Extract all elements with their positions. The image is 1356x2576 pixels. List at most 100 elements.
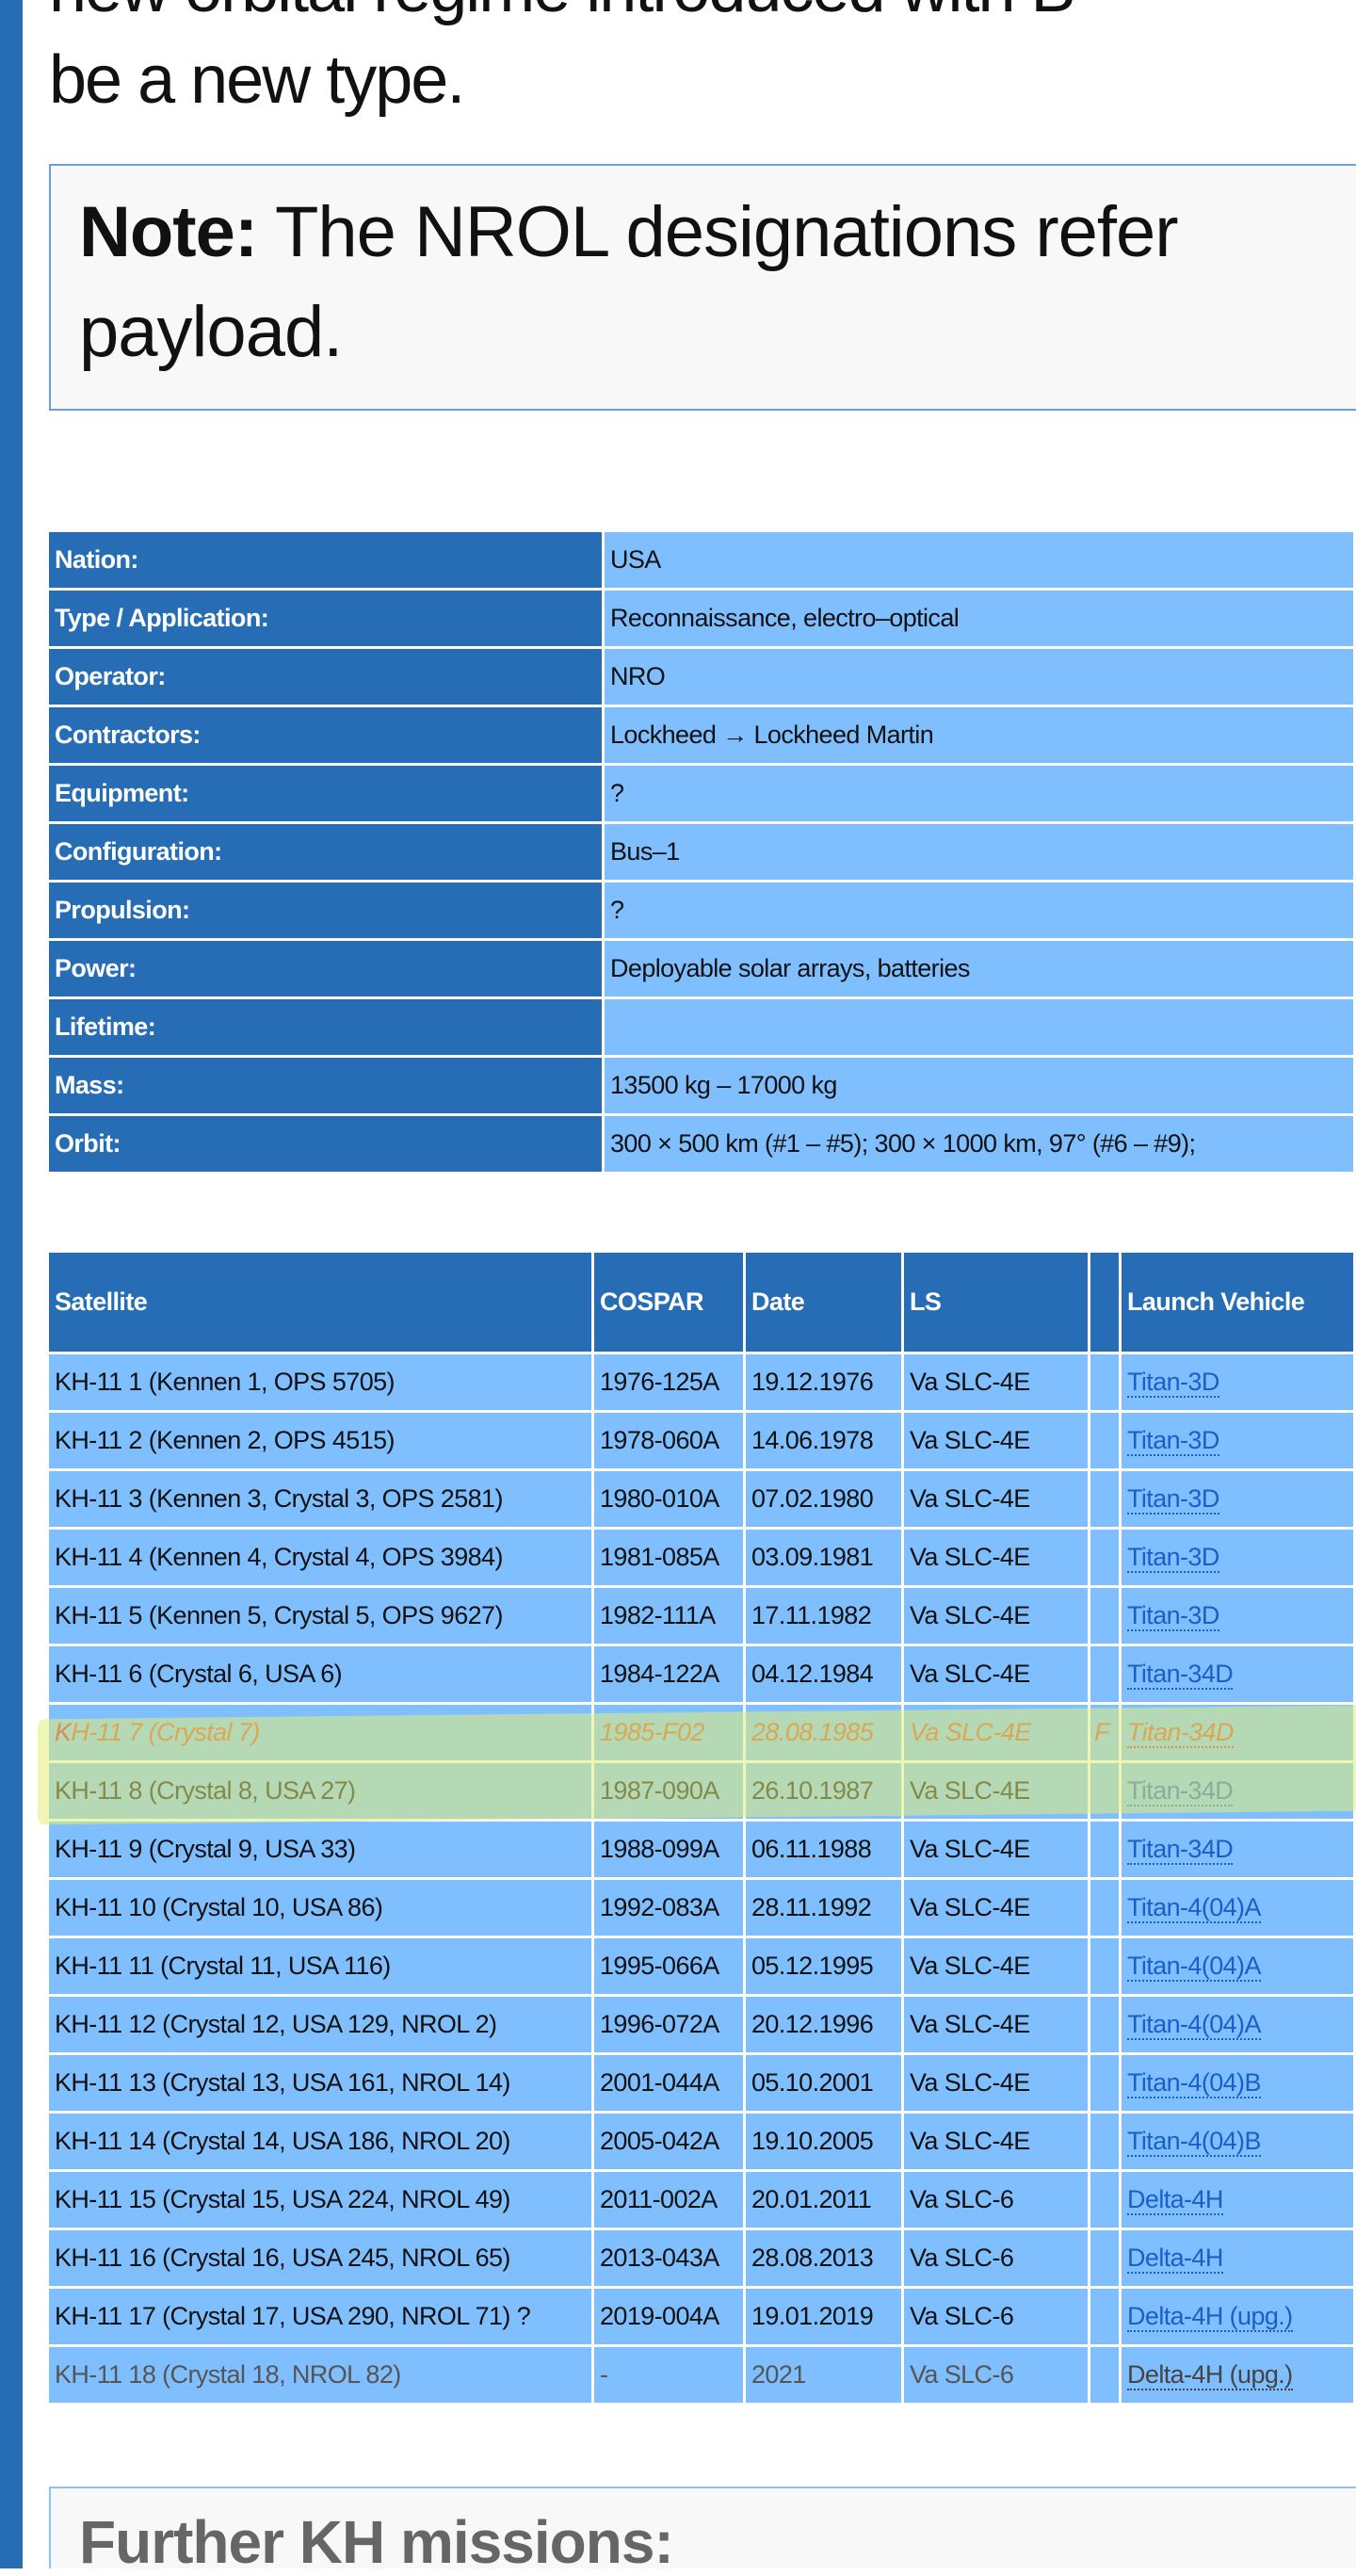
cell-f bbox=[1090, 2055, 1119, 2111]
spec-label: Equipment: bbox=[49, 766, 602, 821]
note-box: Note: The NROL designations refer payloa… bbox=[49, 164, 1356, 411]
cell-date: 20.12.1996 bbox=[746, 1997, 901, 2052]
cell-satellite: KH-11 8 (Crystal 8, USA 27) bbox=[49, 1763, 591, 1819]
cell-satellite: KH-11 1 (Kennen 1, OPS 5705) bbox=[49, 1354, 591, 1410]
cell-date: 19.10.2005 bbox=[746, 2114, 901, 2169]
cell-lv: Titan-34D bbox=[1122, 1822, 1353, 1877]
launch-vehicle-link[interactable]: Titan-3D bbox=[1127, 1601, 1219, 1631]
cell-cospar: 2011-002A bbox=[594, 2172, 743, 2228]
cell-lv: Titan-34D bbox=[1122, 1646, 1353, 1702]
cell-lv: Titan-3D bbox=[1122, 1588, 1353, 1644]
launch-vehicle-link[interactable]: Titan-34D bbox=[1127, 1776, 1234, 1806]
spec-label: Orbit: bbox=[49, 1116, 602, 1172]
table-row: KH-11 11 (Crystal 11, USA 116) 1995-066A 0… bbox=[49, 1938, 1353, 1994]
cell-ls: Va SLC-6 bbox=[904, 2230, 1088, 2286]
cell-ls: Va SLC-4E bbox=[904, 1646, 1088, 1702]
cell-cospar: 1995-066A bbox=[594, 1938, 743, 1994]
cell-lv: Titan-4(04)B bbox=[1122, 2114, 1353, 2169]
cell-ls: Va SLC-4E bbox=[904, 1938, 1088, 1994]
cell-f bbox=[1090, 1822, 1119, 1877]
cell-date: 19.12.1976 bbox=[746, 1354, 901, 1410]
launch-vehicle-link[interactable]: Delta-4H bbox=[1127, 2244, 1223, 2274]
header-launch-site: LS bbox=[904, 1253, 1088, 1352]
cell-f bbox=[1090, 1997, 1119, 2052]
spec-row: Power: Deployable solar arrays, batteries bbox=[49, 941, 1353, 996]
table-row: KH-11 18 (Crystal 18, NROL 82) -2021 Va SL… bbox=[49, 2347, 1353, 2403]
launch-vehicle-link[interactable]: Titan-34D bbox=[1127, 1660, 1234, 1690]
spec-label: Type / Application: bbox=[49, 591, 602, 646]
launch-vehicle-link[interactable]: Titan-4(04)B bbox=[1127, 2068, 1261, 2098]
cell-ls: Va SLC-6 bbox=[904, 2347, 1088, 2403]
cell-satellite: KH-11 6 (Crystal 6, USA 6) bbox=[49, 1646, 591, 1702]
cell-satellite: KH-11 5 (Kennen 5, Crystal 5, OPS 9627) bbox=[49, 1588, 591, 1644]
spec-value: Bus–1 bbox=[605, 824, 1353, 880]
spec-row: Contractors: Lockheed → Lockheed Martin bbox=[49, 707, 1353, 763]
cell-f bbox=[1090, 2230, 1119, 2286]
cell-lv: Delta-4H bbox=[1122, 2172, 1353, 2228]
cell-ls: Va SLC-4E bbox=[904, 1705, 1088, 1760]
cell-cospar: 1978-060A bbox=[594, 1413, 743, 1468]
spec-label: Lifetime: bbox=[49, 999, 602, 1055]
launch-vehicle-link[interactable]: Titan-4(04)A bbox=[1127, 1893, 1261, 1923]
table-row: KH-11 8 (Crystal 8, USA 27) 1987-090A 26.1… bbox=[49, 1763, 1353, 1819]
cell-cospar: 2019-004A bbox=[594, 2289, 743, 2344]
cell-f bbox=[1090, 1763, 1119, 1819]
spec-label: Configuration: bbox=[49, 824, 602, 880]
spec-value: USA bbox=[605, 532, 1353, 588]
cell-satellite: KH-11 13 (Crystal 13, USA 161, NROL 14) bbox=[49, 2055, 591, 2111]
spec-label: Power: bbox=[49, 941, 602, 996]
table-row: KH-11 13 (Crystal 13, USA 161, NROL 14) 2… bbox=[49, 2055, 1353, 2111]
spec-row: Mass: 13500 kg – 17000 kg bbox=[49, 1058, 1353, 1113]
cell-satellite: KH-11 11 (Crystal 11, USA 116) bbox=[49, 1938, 591, 1994]
cell-ls: Va SLC-4E bbox=[904, 1763, 1088, 1819]
header-cospar: COSPAR bbox=[594, 1253, 743, 1352]
table-row: KH-11 17 (Crystal 17, USA 290, NROL 71) … bbox=[49, 2289, 1353, 2344]
cell-ls: Va SLC-4E bbox=[904, 1880, 1088, 1936]
cell-f bbox=[1090, 1938, 1119, 1994]
cell-ls: Va SLC-4E bbox=[904, 1822, 1088, 1877]
launch-vehicle-link[interactable]: Delta-4H bbox=[1127, 2185, 1223, 2215]
cell-f: F bbox=[1090, 1705, 1119, 1760]
launch-vehicle-link[interactable]: Titan-4(04)B bbox=[1127, 2127, 1261, 2157]
cell-satellite: KH-11 18 (Crystal 18, NROL 82) bbox=[49, 2347, 591, 2403]
launch-vehicle-link[interactable]: Titan-3D bbox=[1127, 1426, 1219, 1456]
spec-row: Nation: USA bbox=[49, 532, 1353, 588]
spec-label: Nation: bbox=[49, 532, 602, 588]
launch-vehicle-link[interactable]: Delta-4H (upg.) bbox=[1127, 2302, 1293, 2332]
cell-f bbox=[1090, 1530, 1119, 1585]
cell-satellite: KH-11 15 (Crystal 15, USA 224, NROL 49) bbox=[49, 2172, 591, 2228]
launch-vehicle-link[interactable]: Titan-3D bbox=[1127, 1484, 1219, 1515]
spec-label: Operator: bbox=[49, 649, 602, 705]
cell-satellite: KH-11 7 (Crystal 7) bbox=[49, 1705, 591, 1760]
launch-vehicle-link[interactable]: Titan-4(04)A bbox=[1127, 1952, 1261, 1982]
table-row: KH-11 5 (Kennen 5, Crystal 5, OPS 9627) 1… bbox=[49, 1588, 1353, 1644]
cell-f bbox=[1090, 2172, 1119, 2228]
cell-date: 2021 bbox=[746, 2347, 901, 2403]
cell-f bbox=[1090, 1471, 1119, 1527]
header-date: Date bbox=[746, 1253, 901, 1352]
launch-vehicle-link[interactable]: Titan-34D bbox=[1127, 1718, 1235, 1748]
spec-row: Equipment:? bbox=[49, 766, 1353, 821]
cell-cospar: 2013-043A bbox=[594, 2230, 743, 2286]
launch-vehicle-link[interactable]: Delta-4H (upg.) bbox=[1127, 2360, 1293, 2390]
launch-vehicle-link[interactable]: Titan-4(04)A bbox=[1127, 2010, 1261, 2040]
launch-vehicle-link[interactable]: Titan-3D bbox=[1127, 1368, 1219, 1398]
cell-lv: Delta-4H (upg.) bbox=[1122, 2289, 1353, 2344]
spec-row: Operator: NRO bbox=[49, 649, 1353, 705]
launch-vehicle-link[interactable]: Titan-3D bbox=[1127, 1543, 1219, 1573]
table-row: KH-11 15 (Crystal 15, USA 224, NROL 49) 2… bbox=[49, 2172, 1353, 2228]
cell-f bbox=[1090, 1588, 1119, 1644]
spec-row: Configuration: Bus–1 bbox=[49, 824, 1353, 880]
cell-date: 07.02.1980 bbox=[746, 1471, 901, 1527]
header-launch-vehicle: Launch Vehicle bbox=[1122, 1253, 1353, 1352]
cell-satellite: KH-11 16 (Crystal 16, USA 245, NROL 65) bbox=[49, 2230, 591, 2286]
spec-value: Lockheed → Lockheed Martin bbox=[605, 707, 1353, 763]
spec-table: Nation: USA Type / Application: Reconnaissa… bbox=[46, 529, 1356, 1175]
cell-f bbox=[1090, 1646, 1119, 1702]
spec-value: 13500 kg – 17000 kg bbox=[605, 1058, 1353, 1113]
launch-vehicle-link[interactable]: Titan-34D bbox=[1127, 1835, 1234, 1865]
table-row: KH-11 4 (Kennen 4, Crystal 4, OPS 3984) 1… bbox=[49, 1530, 1353, 1585]
cell-satellite: KH-11 12 (Crystal 12, USA 129, NROL 2) bbox=[49, 1997, 591, 2052]
cell-cospar: 1982-111A bbox=[594, 1588, 743, 1644]
cell-cospar: 2001-044A bbox=[594, 2055, 743, 2111]
